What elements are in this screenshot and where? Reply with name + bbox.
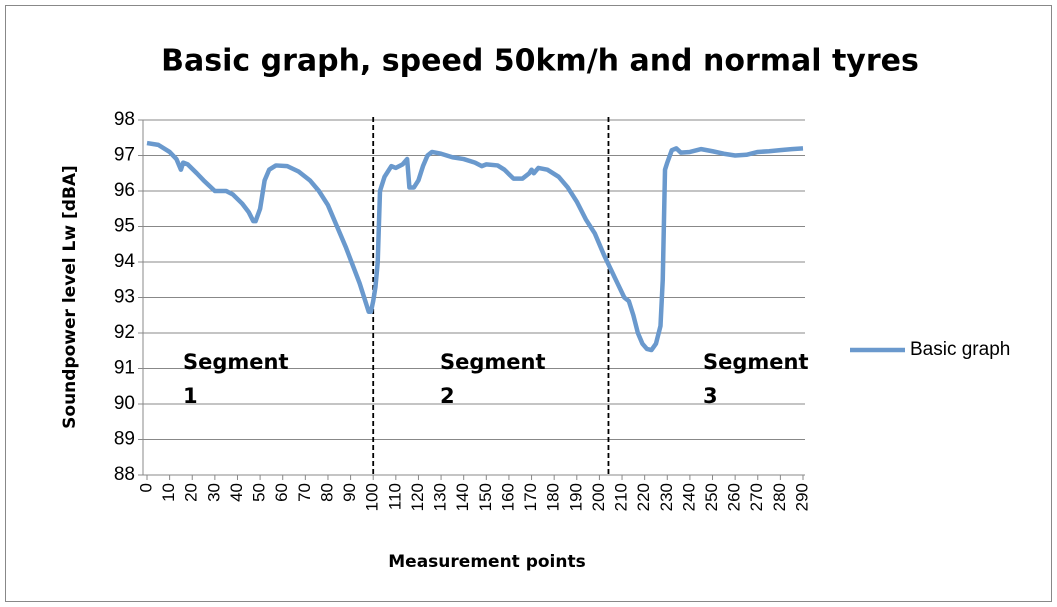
x-tick-label: 100 <box>363 483 382 511</box>
x-tick-label: 160 <box>498 483 517 511</box>
x-tick-label: 0 <box>136 483 155 492</box>
x-tick-label: 120 <box>408 483 427 511</box>
x-tick-label: 210 <box>612 483 631 511</box>
y-tick-label: 88 <box>114 464 135 485</box>
x-tick-label: 230 <box>657 483 676 511</box>
y-tick-label: 94 <box>114 251 136 272</box>
chart-title: Basic graph, speed 50km/h and normal tyr… <box>161 44 919 79</box>
y-tick-label: 96 <box>114 180 135 201</box>
x-tick-label: 10 <box>159 483 178 502</box>
annotation: Segment 3 <box>703 350 809 408</box>
x-tick-label: 140 <box>453 483 472 511</box>
y-tick-label: 92 <box>114 322 135 343</box>
annotation: Segment 2 <box>440 350 546 408</box>
x-axis-label: Measurement points <box>388 552 585 572</box>
x-tick-label: 270 <box>747 483 766 511</box>
y-tick-label: 98 <box>114 109 135 130</box>
data-line <box>146 140 804 353</box>
x-tick-label: 50 <box>250 483 269 502</box>
x-tick-label: 290 <box>792 483 811 511</box>
x-tick-label: 280 <box>770 483 789 511</box>
x-tick-label: 150 <box>476 483 495 511</box>
x-tick-label: 80 <box>317 483 336 502</box>
x-tick-label: 60 <box>272 483 291 502</box>
y-tick-label: 90 <box>114 393 135 414</box>
x-tick-label: 90 <box>340 483 359 502</box>
x-tick-label: 190 <box>566 483 585 511</box>
legend-label: Basic graph <box>910 339 1010 360</box>
x-tick-label: 20 <box>182 483 201 502</box>
x-tick-label: 30 <box>204 483 223 502</box>
x-tick-label: 110 <box>385 483 404 510</box>
y-axis-label: Soundpower level Lw [dBA] <box>60 165 80 429</box>
x-tick-label: 250 <box>702 483 721 511</box>
annotation: Segment 1 <box>183 350 289 408</box>
y-tick-label: 95 <box>114 216 135 237</box>
y-tick-label: 91 <box>114 358 135 379</box>
x-tick-label: 200 <box>589 483 608 511</box>
x-tick-label: 180 <box>544 483 563 511</box>
y-tick-label: 93 <box>114 287 135 308</box>
x-tick-label: 220 <box>634 483 653 511</box>
y-tick-label: 97 <box>114 145 135 166</box>
x-tick-label: 170 <box>521 483 540 511</box>
y-tick-label: 89 <box>114 429 135 450</box>
x-tick-label: 240 <box>679 483 698 511</box>
x-tick-label: 70 <box>295 483 314 502</box>
x-tick-label: 130 <box>431 483 450 511</box>
chart-border <box>5 5 1052 602</box>
x-tick-label: 260 <box>725 483 744 511</box>
x-tick-label: 40 <box>227 483 246 502</box>
